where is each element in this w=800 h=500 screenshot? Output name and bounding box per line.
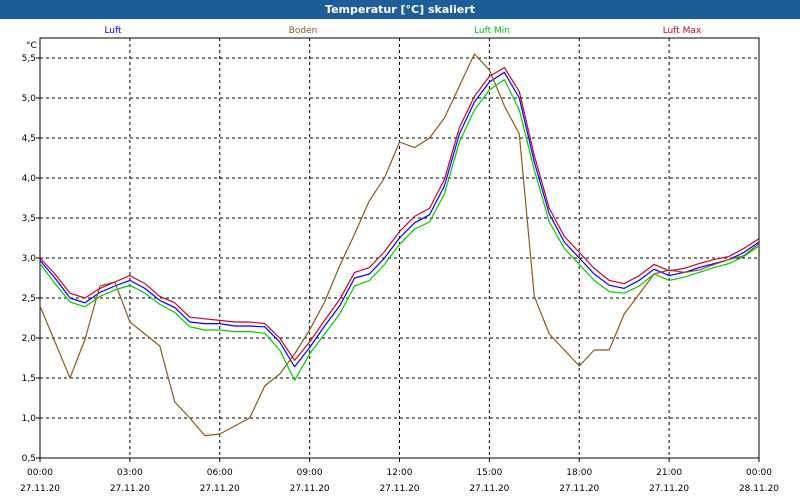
- x-tick-time: 12:00: [387, 468, 413, 478]
- x-tick-date: 27.11.20: [469, 484, 509, 494]
- series-line-luft-max: [39, 67, 760, 361]
- series-line-luft: [39, 71, 760, 368]
- series-lines: [39, 53, 760, 437]
- x-tick-time: 06:00: [207, 468, 233, 478]
- grid: [39, 38, 760, 459]
- legend: Luft Boden Luft Min Luft Max: [104, 26, 702, 36]
- y-tick-label: 5,5: [22, 54, 36, 64]
- y-tick-label: 0,5: [22, 454, 36, 464]
- x-tick-date: 27.11.20: [110, 484, 150, 494]
- series-line-luft-min: [39, 79, 760, 381]
- x-tick-time: 00:00: [27, 468, 53, 478]
- x-axis-ticks: 00:00 27.11.20 03:00 27.11.20 06:00 27.11.20 0…: [20, 458, 779, 494]
- temperature-chart: Luft Boden Luft Min Luft Max °C 0,5 1,0 1,5 2,…: [20, 26, 779, 494]
- y-tick-label: 2,0: [22, 334, 37, 344]
- x-tick-date: 27.11.20: [649, 484, 689, 494]
- x-tick-time: 03:00: [117, 468, 143, 478]
- legend-entry-boden: Boden: [289, 26, 318, 36]
- y-tick-label: 4,5: [22, 134, 36, 144]
- y-tick-label: 1,5: [22, 374, 36, 384]
- x-tick-date: 27.11.20: [290, 484, 330, 494]
- y-tick-label: 5,0: [22, 94, 37, 104]
- window-title: Temperatur [°C] skaliert: [0, 0, 800, 19]
- x-tick-time: 21:00: [656, 468, 682, 478]
- y-tick-label: 2,5: [22, 294, 36, 304]
- y-tick-label: 4,0: [22, 174, 37, 184]
- y-axis-ticks: 0,5 1,0 1,5 2,0 2,5 3,0 3,5 4,0 4,5 5,0 5,5: [22, 54, 40, 464]
- y-axis-label: °C: [26, 41, 37, 51]
- x-tick-date: 27.11.20: [200, 484, 240, 494]
- series-line-boden: [39, 53, 760, 437]
- x-tick-time: 00:00: [746, 468, 772, 478]
- y-tick-label: 1,0: [22, 414, 37, 424]
- legend-entry-luft-min: Luft Min: [474, 26, 510, 36]
- x-tick-date: 27.11.20: [20, 484, 60, 494]
- x-tick-time: 15:00: [476, 468, 502, 478]
- y-tick-label: 3,0: [22, 254, 37, 264]
- x-tick-date: 27.11.20: [379, 484, 419, 494]
- x-tick-time: 09:00: [297, 468, 323, 478]
- x-tick-time: 18:00: [566, 468, 592, 478]
- x-tick-date: 27.11.20: [559, 484, 599, 494]
- y-tick-label: 3,5: [22, 214, 36, 224]
- legend-entry-luft: Luft: [104, 26, 122, 36]
- x-tick-date: 28.11.20: [739, 484, 779, 494]
- legend-entry-luft-max: Luft Max: [663, 26, 702, 36]
